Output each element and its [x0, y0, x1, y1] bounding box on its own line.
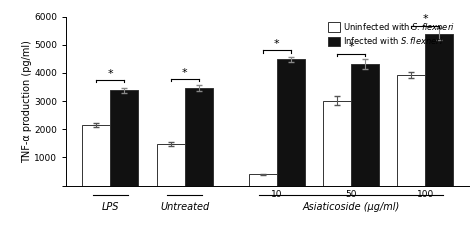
Y-axis label: TNF-α production (pg/ml): TNF-α production (pg/ml): [21, 40, 32, 163]
Bar: [248, 174, 276, 186]
Bar: [351, 64, 379, 186]
Bar: [184, 88, 213, 186]
Text: Asiaticoside (μg/ml): Asiaticoside (μg/ml): [302, 202, 400, 212]
Text: *: *: [274, 39, 279, 49]
Text: *: *: [348, 42, 354, 52]
Text: Untreated: Untreated: [160, 202, 209, 212]
Bar: [82, 125, 110, 186]
Bar: [426, 34, 454, 186]
Text: 100: 100: [417, 190, 434, 199]
Text: *: *: [423, 14, 428, 24]
Bar: [156, 144, 184, 186]
Text: *: *: [107, 69, 113, 79]
Bar: [397, 75, 426, 186]
Legend: Uninfected with $\it{S.flexneri}$, Infected with $\it{S.flexneri}$: Uninfected with $\it{S.flexneri}$, Infec…: [327, 19, 456, 48]
Text: 50: 50: [345, 190, 357, 199]
Bar: [323, 101, 351, 186]
Text: *: *: [182, 68, 187, 78]
Text: 10: 10: [271, 190, 283, 199]
Bar: [110, 90, 138, 186]
Bar: [276, 60, 305, 186]
Text: LPS: LPS: [101, 202, 119, 212]
